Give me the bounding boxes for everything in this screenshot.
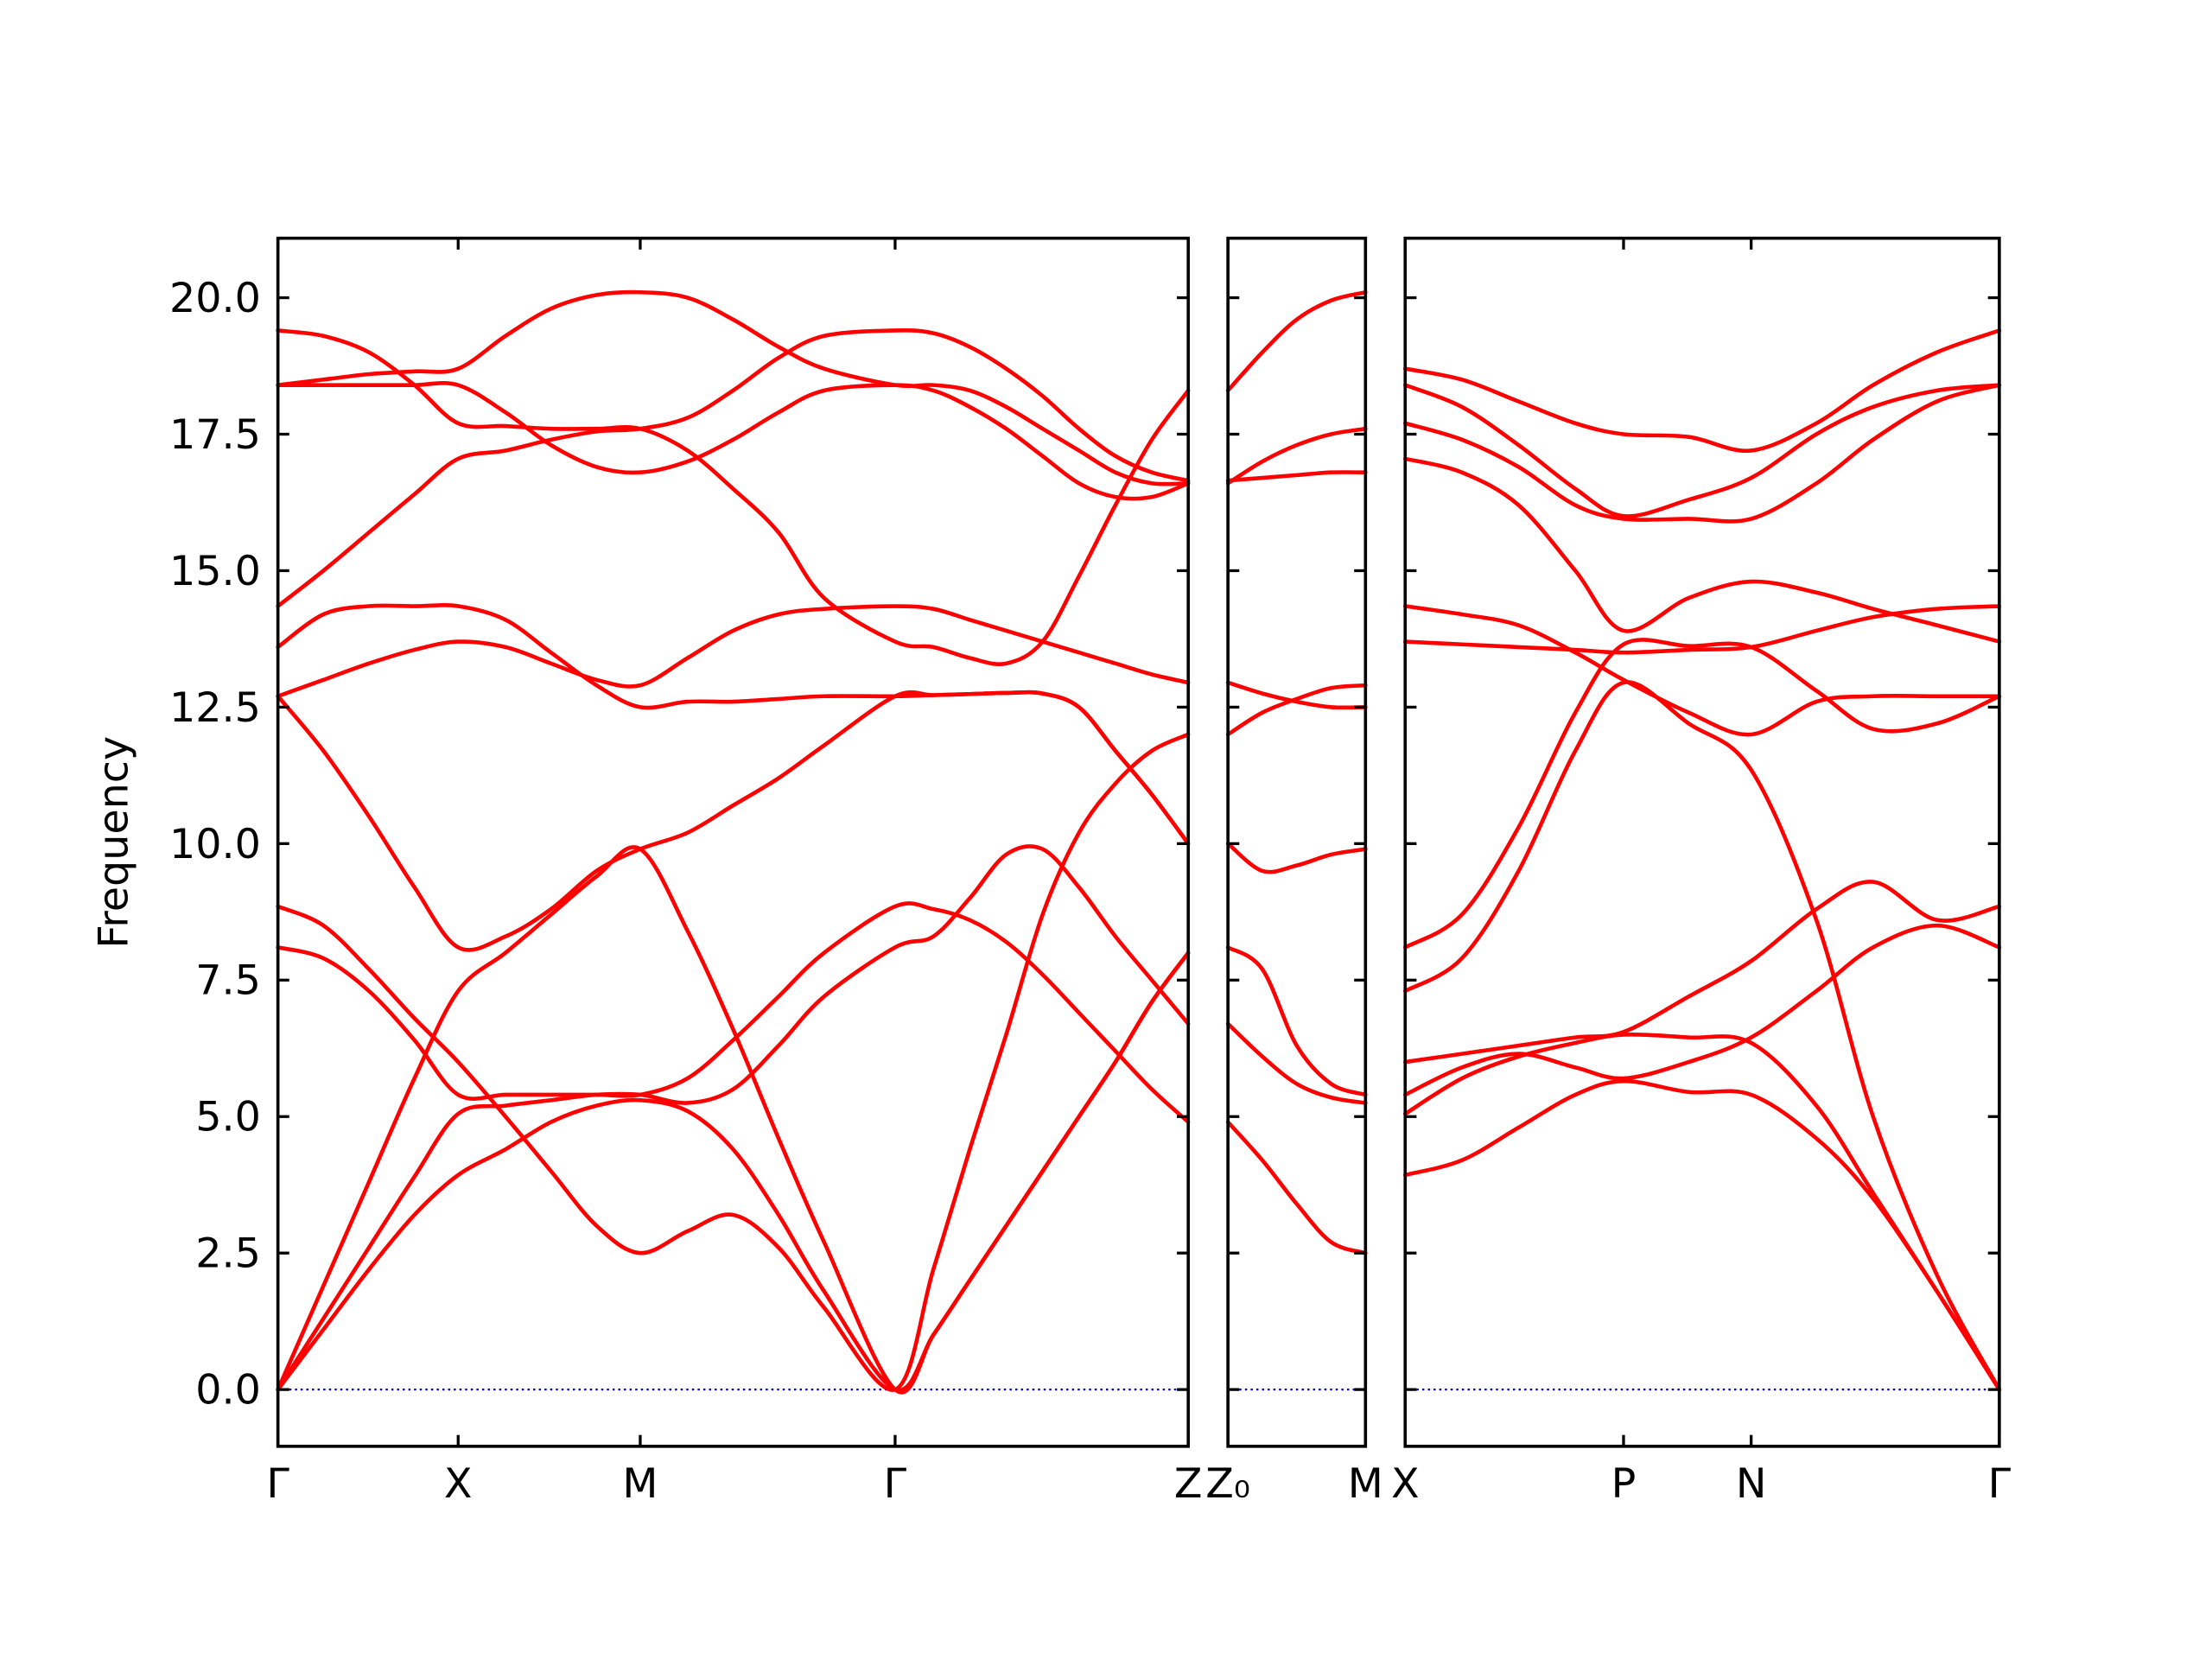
x-tick-label: M [1348,1460,1383,1508]
y-tick-label: 10.0 [169,821,261,868]
x-tick-label: N [1736,1460,1767,1508]
band-line [1225,426,1368,486]
band-line [1225,683,1368,737]
y-tick-label: 7.5 [195,957,261,1005]
band-line [276,328,1191,666]
axes-frame [276,236,1190,1448]
x-tick-label: Γ [266,1460,289,1508]
band-line [1402,923,2002,1097]
y-tick-label: 12.5 [169,684,261,732]
band-line [1402,680,2002,1392]
y-axis-label: Frequency [91,736,138,949]
x-tick-label: Γ [884,1460,907,1508]
band-line [1402,456,2002,644]
band-line [1402,383,2002,518]
x-tick-label: M [622,1460,658,1508]
x-tick-label: Γ [1988,1460,2012,1508]
band-line [1225,1120,1368,1255]
band-line [1225,470,1368,483]
band-line [1402,880,2002,1065]
band-line [276,845,1191,1395]
band-line [1225,289,1368,393]
band-line [1402,604,2002,737]
band-line [1225,945,1368,1097]
band-line [276,901,1191,1124]
band-line [276,381,1191,501]
x-tick-label: P [1611,1460,1637,1508]
band-line [1225,842,1368,874]
band-line [276,327,1191,608]
band-line [1402,383,2002,524]
x-tick-label: X [1391,1460,1420,1508]
band-line [276,604,1191,699]
band-line [276,289,1191,486]
y-tick-label: 5.0 [195,1094,261,1141]
y-tick-label: 20.0 [169,275,261,322]
axes-frame [1226,236,1368,1448]
axes-frame [1403,236,2001,1448]
x-tick-label: Z₀ [1205,1460,1250,1508]
y-tick-label: 17.5 [169,411,261,459]
y-tick-label: 0.0 [195,1367,261,1414]
band-line [1402,638,2002,950]
x-tick-label: X [444,1460,473,1508]
band-line [1402,604,2002,655]
band-line [276,732,1191,1392]
band-line [1402,328,2002,454]
band-line [1225,680,1368,710]
band-line [1402,1078,2002,1392]
band-line [276,844,1191,1392]
y-tick-label: 2.5 [195,1230,261,1278]
x-tick-label: Z [1174,1460,1203,1508]
band-line [1225,1021,1368,1105]
y-tick-label: 15.0 [169,548,261,595]
band-line [276,603,1191,846]
